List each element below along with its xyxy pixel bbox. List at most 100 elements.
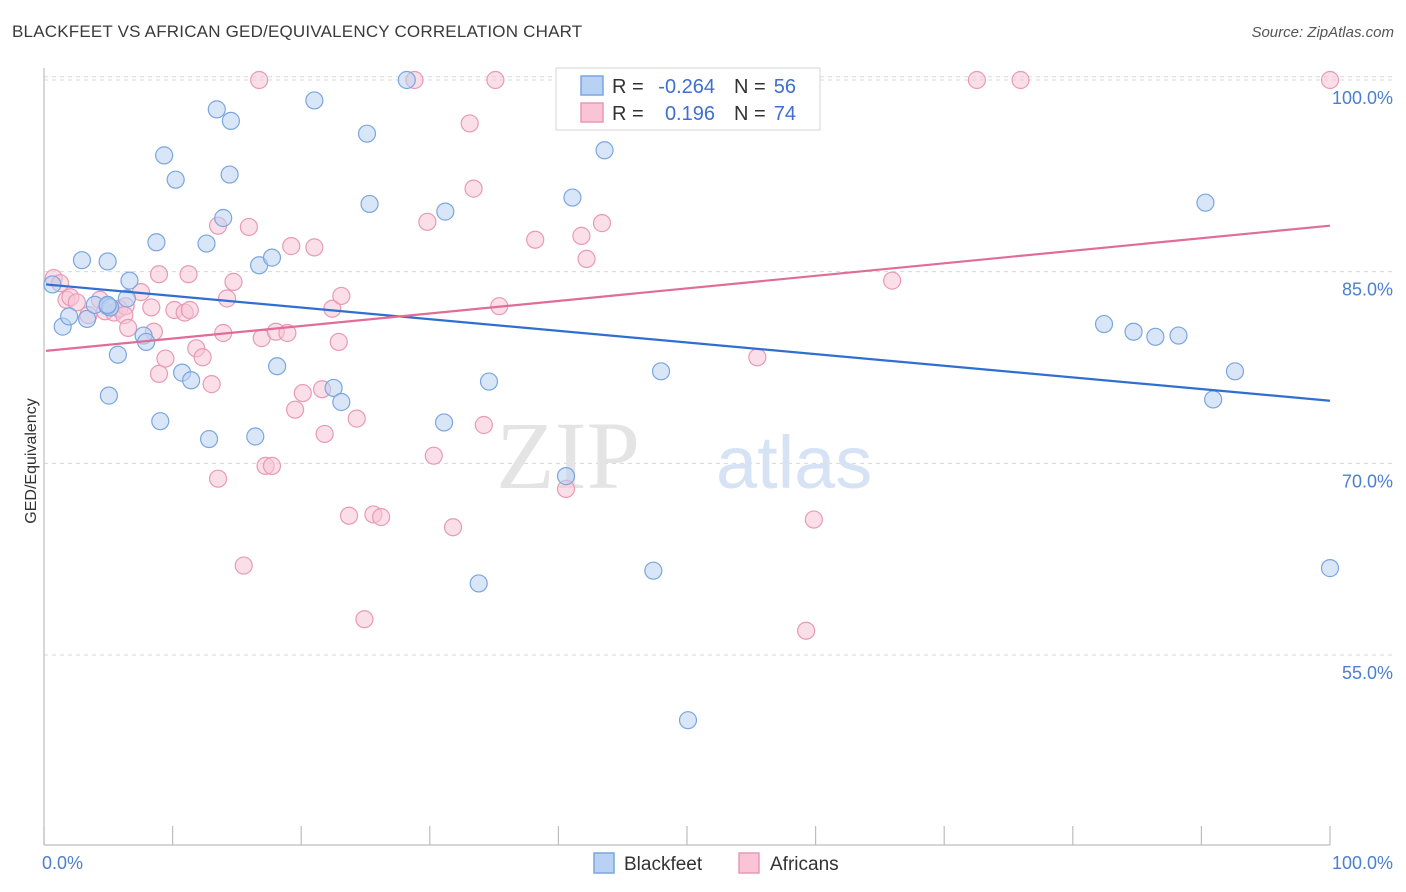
legend-n-value-blackfeet: 56	[774, 76, 796, 98]
point-blackfeet-48	[1094, 314, 1114, 334]
point-africans-41	[293, 383, 312, 403]
point-blackfeet-53	[1204, 390, 1223, 409]
point-africans-15	[142, 298, 161, 317]
point-africans-65	[577, 249, 596, 268]
bottom-legend-swatch-africans	[738, 852, 760, 874]
bottom-legend-label-africans: Africans	[770, 854, 839, 875]
bottom-legend-label-blackfeet: Blackfeet	[624, 854, 703, 875]
point-blackfeet-54	[1225, 362, 1245, 381]
point-blackfeet-18	[155, 146, 174, 165]
point-africans-40	[285, 400, 305, 419]
chart-source: Source: ZipAtlas.com	[1251, 24, 1394, 41]
point-blackfeet-33	[324, 378, 343, 398]
point-blackfeet-45	[644, 561, 663, 580]
point-blackfeet-35	[357, 124, 377, 143]
point-blackfeet-55	[1320, 559, 1340, 578]
point-africans-29	[217, 289, 237, 308]
point-africans-33	[250, 70, 269, 90]
point-africans-64	[572, 226, 591, 245]
trend-line-blackfeet	[45, 283, 1331, 402]
point-africans-18	[156, 349, 175, 368]
legend-swatch-blackfeet	[580, 75, 604, 96]
point-africans-4	[67, 293, 86, 312]
point-africans-22	[179, 265, 198, 284]
point-africans-47	[332, 286, 351, 306]
point-blackfeet-24	[207, 100, 226, 119]
tick-labels: 55.0% 70.0% 85.0% 100.0% 0.0% 100.0%	[42, 88, 1393, 873]
point-blackfeet-23	[199, 429, 219, 449]
watermark: ZIP atlas	[496, 402, 872, 509]
point-africans-39	[282, 237, 301, 256]
point-blackfeet-37	[397, 70, 416, 90]
point-africans-68	[748, 348, 767, 367]
point-africans-71	[883, 271, 902, 290]
point-blackfeet-19	[166, 170, 185, 189]
point-africans-55	[424, 446, 443, 465]
point-blackfeet-44	[595, 141, 614, 160]
point-blackfeet-46	[651, 362, 671, 381]
point-blackfeet-43	[563, 188, 582, 207]
point-blackfeet-49	[1124, 322, 1143, 341]
watermark-atlas: atlas	[716, 421, 872, 504]
y-tick-label-3: 100.0%	[1332, 88, 1393, 108]
point-africans-46	[329, 332, 348, 352]
point-blackfeet-26	[221, 111, 240, 130]
legend-r-label-blackfeet: R =	[612, 76, 644, 98]
y-tick-label-2: 85.0%	[1342, 280, 1393, 300]
point-blackfeet-17	[151, 412, 170, 431]
point-blackfeet-12	[108, 345, 128, 364]
point-africans-32	[239, 217, 258, 237]
point-africans-17	[149, 364, 169, 383]
point-blackfeet-10	[98, 295, 117, 314]
legend-n-label-africans: N =	[734, 103, 766, 125]
point-blackfeet-8	[98, 252, 117, 271]
point-blackfeet-39	[434, 413, 454, 432]
point-africans-52	[372, 507, 391, 527]
point-blackfeet-42	[556, 467, 576, 486]
point-blackfeet-40	[469, 574, 488, 593]
chart-title: BLACKFEET VS AFRICAN GED/EQUIVALENCY COR…	[12, 22, 583, 41]
point-africans-25	[202, 375, 221, 394]
y-axis-title: GED/Equivalency	[23, 398, 40, 523]
point-blackfeet-50	[1146, 327, 1165, 346]
point-blackfeet-52	[1196, 193, 1215, 212]
point-blackfeet-38	[436, 202, 455, 221]
point-africans-59	[474, 415, 493, 435]
point-blackfeet-27	[220, 165, 239, 184]
y-tick-label-1: 70.0%	[1342, 471, 1393, 491]
point-blackfeet-31	[268, 357, 287, 376]
point-africans-44	[315, 424, 334, 444]
legend-n-value-africans: 74	[774, 103, 796, 125]
point-blackfeet-47	[678, 711, 698, 730]
point-africans-74	[1320, 70, 1340, 90]
point-blackfeet-25	[214, 208, 233, 228]
x-tick-label-start: 0.0%	[42, 853, 83, 873]
point-blackfeet-11	[117, 289, 136, 308]
point-africans-36	[262, 456, 282, 475]
point-africans-72	[967, 70, 987, 90]
point-blackfeet-13	[120, 271, 139, 290]
point-africans-50	[355, 610, 374, 629]
series-africans-points	[44, 70, 1340, 640]
point-blackfeet-30	[262, 248, 282, 267]
correlation-legend: R = -0.264 N = 56 R = 0.196 N = 74	[555, 67, 821, 131]
point-blackfeet-34	[332, 392, 351, 412]
point-africans-69	[797, 621, 816, 640]
point-africans-60	[486, 70, 505, 90]
legend-r-value-africans: 0.196	[665, 103, 715, 125]
point-africans-31	[234, 556, 253, 575]
point-africans-27	[208, 469, 228, 488]
point-blackfeet-3	[72, 251, 92, 270]
trend-line-africans	[45, 224, 1331, 352]
bottom-legend-swatch-blackfeet	[593, 852, 615, 874]
point-africans-30	[224, 272, 243, 291]
point-africans-70	[804, 510, 823, 529]
point-africans-42	[305, 238, 324, 257]
point-blackfeet-4	[77, 309, 97, 329]
legend-swatch-africans	[580, 102, 604, 123]
point-blackfeet-22	[197, 234, 216, 253]
point-blackfeet-16	[147, 233, 166, 252]
point-africans-62	[526, 230, 545, 249]
point-blackfeet-36	[360, 194, 379, 214]
point-blackfeet-21	[181, 371, 201, 390]
